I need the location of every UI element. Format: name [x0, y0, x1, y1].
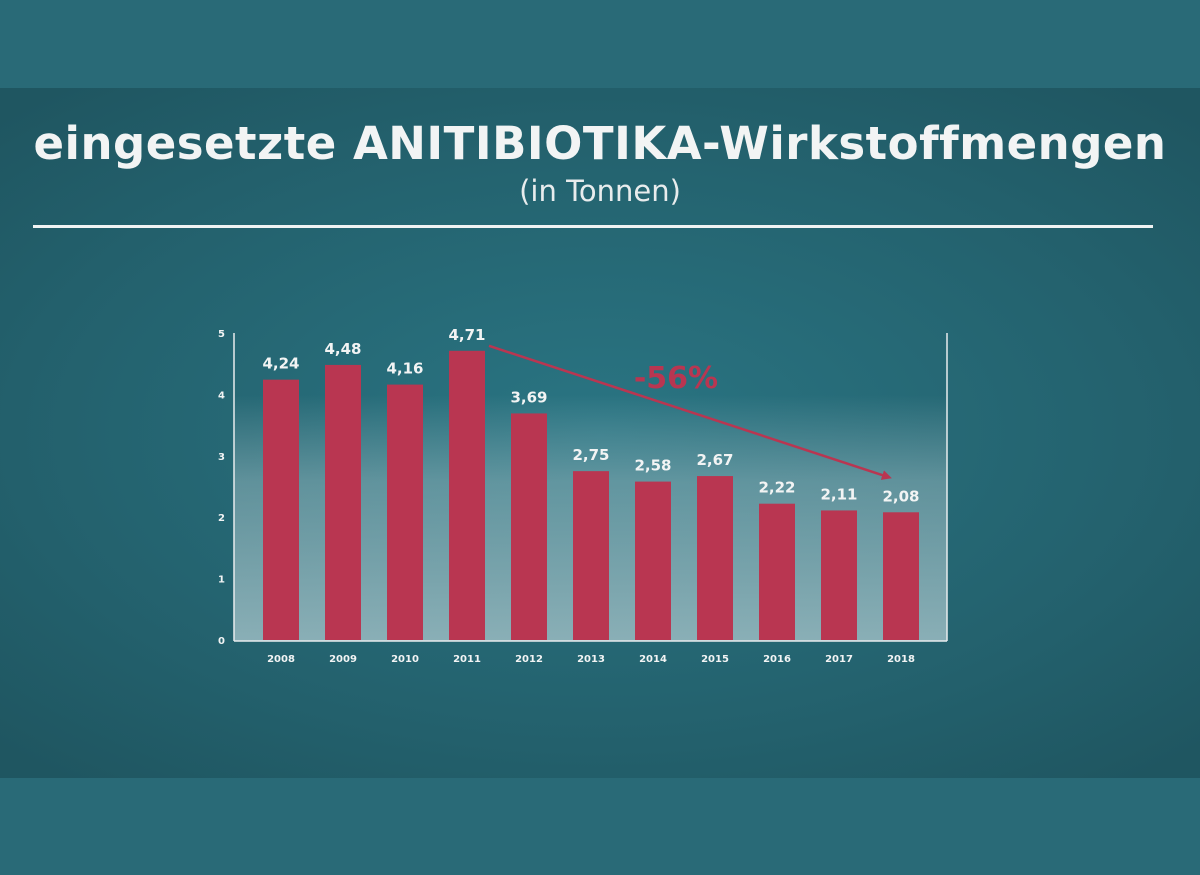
data-label: 4,48 [324, 340, 361, 358]
bar [697, 476, 733, 640]
change-percent-label: -56% [634, 361, 718, 396]
bar [573, 471, 609, 640]
y-tick-label: 5 [218, 329, 225, 340]
top-band [0, 0, 1200, 88]
x-tick-label: 2012 [515, 654, 543, 665]
x-tick-label: 2008 [267, 654, 295, 665]
bar [387, 384, 423, 640]
x-tick-label: 2016 [763, 654, 791, 665]
data-label: 4,71 [448, 326, 485, 344]
x-tick-label: 2009 [329, 654, 357, 665]
data-label: 4,16 [386, 360, 423, 378]
x-tick-label: 2010 [391, 654, 419, 665]
y-tick-label: 3 [218, 452, 225, 463]
data-label: 2,08 [882, 487, 919, 505]
bar [263, 379, 299, 640]
bar [449, 350, 485, 640]
bottom-band [0, 778, 1200, 875]
data-label: 4,24 [262, 355, 299, 373]
x-tick-label: 2015 [701, 654, 729, 665]
page-title: eingesetzte ANITIBIOTIKA-Wirkstoffmengen [33, 117, 1167, 170]
data-label: 2,11 [820, 485, 857, 503]
page-subtitle: (in Tonnen) [519, 174, 681, 208]
y-tick-label: 0 [218, 636, 225, 647]
bar [821, 510, 857, 640]
data-label: 2,58 [634, 457, 671, 475]
x-tick-label: 2018 [887, 654, 915, 665]
y-tick-label: 2 [218, 513, 225, 524]
data-label: 2,22 [758, 479, 795, 497]
y-tick-label: 1 [218, 575, 225, 586]
bar [759, 503, 795, 640]
bar [325, 364, 361, 640]
bar [883, 512, 919, 640]
bar [511, 413, 547, 640]
x-tick-label: 2011 [453, 654, 481, 665]
data-label: 3,69 [510, 388, 547, 406]
data-label: 2,67 [696, 451, 733, 469]
trend-arrow [488, 344, 892, 480]
x-tick-label: 2017 [825, 654, 853, 665]
x-tick-label: 2014 [639, 654, 667, 665]
x-tick-label: 2013 [577, 654, 605, 665]
y-tick-label: 4 [218, 390, 225, 401]
title-divider [33, 225, 1153, 228]
bar [635, 481, 671, 640]
data-label: 2,75 [572, 446, 609, 464]
